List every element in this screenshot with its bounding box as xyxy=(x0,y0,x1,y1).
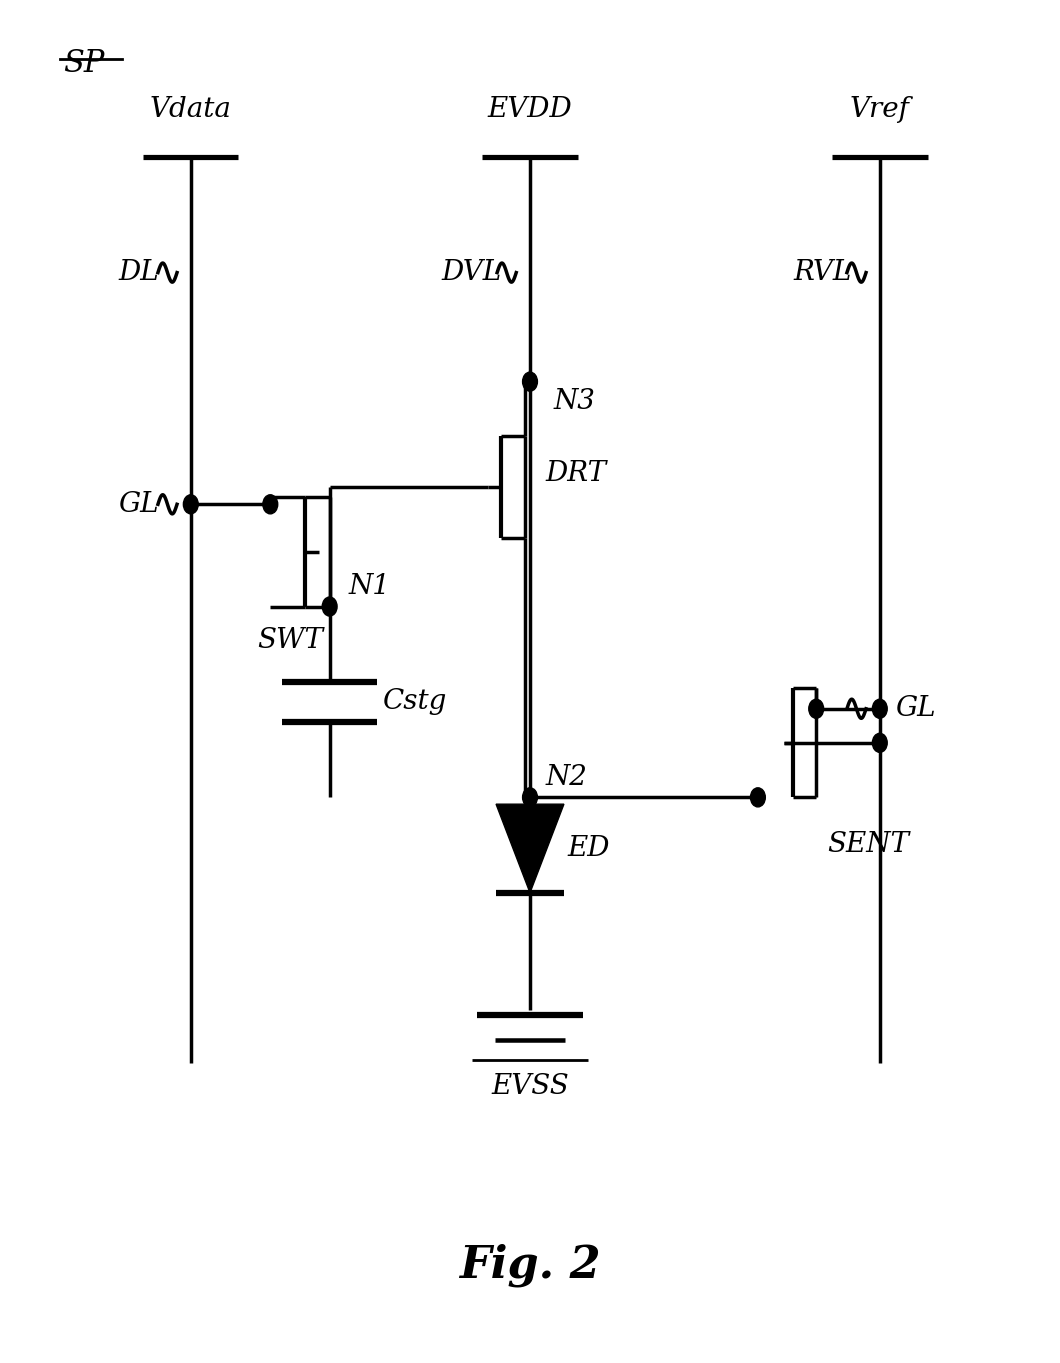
Circle shape xyxy=(872,733,887,752)
Circle shape xyxy=(750,788,765,807)
Text: N2: N2 xyxy=(546,763,588,791)
Circle shape xyxy=(809,699,824,718)
Text: SP: SP xyxy=(64,48,105,79)
Text: SWT: SWT xyxy=(258,627,323,654)
Text: DVL: DVL xyxy=(441,259,501,286)
Text: Fig. 2: Fig. 2 xyxy=(459,1243,601,1287)
Circle shape xyxy=(872,699,887,718)
Text: GL: GL xyxy=(896,695,936,722)
Circle shape xyxy=(523,372,537,391)
Text: Cstg: Cstg xyxy=(383,688,447,716)
Text: RVL: RVL xyxy=(793,259,851,286)
Text: DRT: DRT xyxy=(546,461,607,487)
Text: GL: GL xyxy=(119,491,159,518)
Text: EVSS: EVSS xyxy=(491,1073,569,1100)
Text: Vdata: Vdata xyxy=(149,95,232,123)
Text: N1: N1 xyxy=(349,572,391,600)
Text: ED: ED xyxy=(567,836,610,861)
Text: SENT: SENT xyxy=(827,831,908,859)
Text: DL: DL xyxy=(119,259,159,286)
Circle shape xyxy=(263,495,278,514)
Circle shape xyxy=(183,495,198,514)
Text: Vref: Vref xyxy=(850,95,909,123)
Circle shape xyxy=(523,788,537,807)
Text: N3: N3 xyxy=(553,388,596,416)
Text: EVDD: EVDD xyxy=(488,95,572,123)
Circle shape xyxy=(322,597,337,616)
Polygon shape xyxy=(496,804,564,893)
